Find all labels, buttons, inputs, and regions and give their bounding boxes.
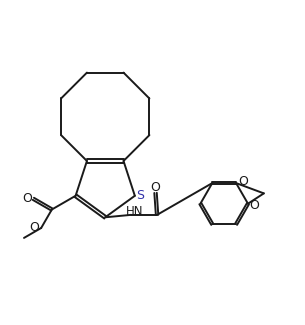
- Text: O: O: [30, 222, 39, 235]
- Text: S: S: [136, 189, 144, 202]
- Text: O: O: [151, 181, 160, 194]
- Text: O: O: [250, 199, 260, 212]
- Text: HN: HN: [126, 205, 144, 218]
- Text: O: O: [238, 175, 248, 188]
- Text: O: O: [22, 192, 32, 205]
